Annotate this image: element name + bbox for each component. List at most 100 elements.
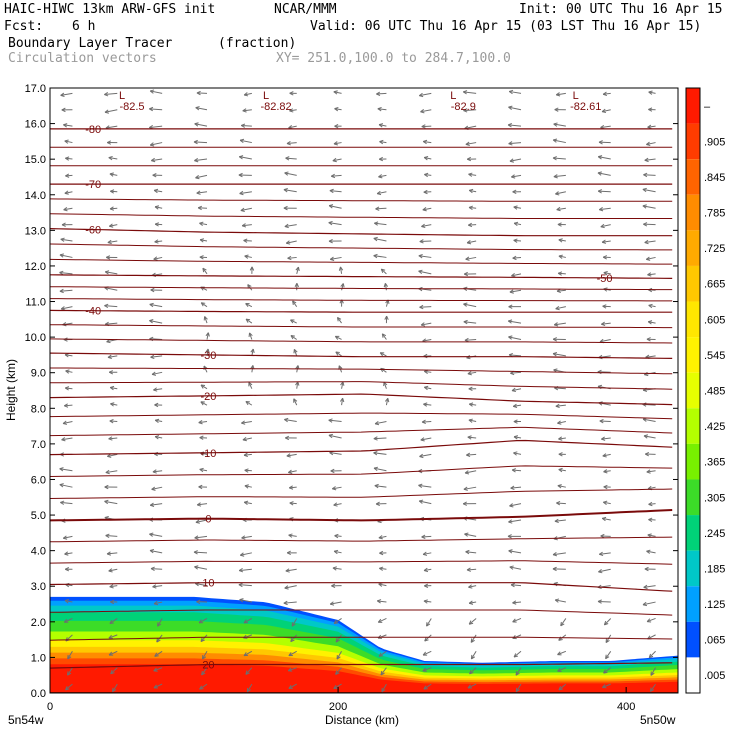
circulation-vector [286,141,297,146]
circulation-vector [378,123,387,128]
circulation-vector [109,618,118,625]
temperature-contour-minor [50,298,673,302]
circulation-vector [241,223,252,228]
circulation-vector [601,683,611,689]
circulation-vector [648,650,656,659]
circulation-vector [242,108,252,113]
fcst-value: 6 h [72,19,96,34]
circulation-vector [466,452,477,458]
circulation-vector [597,171,611,176]
circulation-vector [60,306,73,311]
circulation-vector [598,140,611,145]
colorbar-swatch [686,301,700,338]
circulation-vector [109,584,118,589]
y-tick-label: 5.0 [31,510,46,522]
circulation-vector [507,123,522,128]
circulation-vector [513,221,522,227]
circulation-vector [63,123,73,128]
circulation-vector [62,322,73,327]
circulation-vector [378,582,387,587]
circulation-vector [338,266,344,274]
low-marker: L [573,90,579,102]
circulation-vector [470,651,477,660]
circulation-vector [598,568,611,574]
circulation-vector [419,453,432,459]
colorbar-label: – [704,101,711,113]
colorbar-label: .845 [704,172,725,184]
circulation-vector [60,237,73,242]
org-label: NCAR/MMM [274,2,337,17]
circulation-vector [247,284,253,291]
colorbar-label: .185 [704,563,725,575]
circulation-vector [194,535,208,540]
circulation-vector [293,348,298,357]
circulation-vector [601,436,611,441]
circulation-vector [333,549,342,555]
circulation-vector [468,584,477,589]
circulation-vector [63,618,73,623]
circulation-vector [508,549,522,554]
circulation-vector [646,337,656,342]
circulation-vector [64,139,73,144]
circulation-vector [466,156,477,162]
circulation-vector [377,634,387,639]
circulation-vector [330,468,342,474]
colorbar-label: .665 [704,279,725,291]
circulation-vector [110,599,118,605]
circulation-vector [507,534,522,539]
circulation-vector [424,172,432,178]
circulation-vector [203,365,208,373]
colorbar-swatch [686,159,700,195]
circulation-vector [199,467,208,473]
circulation-vector [509,289,522,294]
circulation-vector [289,501,297,506]
circulation-vector [239,598,252,603]
circulation-vector [241,420,252,425]
circulation-vector [598,207,611,212]
circulation-vector [511,468,522,473]
temperature-contour-minor [50,536,673,543]
circulation-vector [286,453,297,458]
circulation-vector [468,172,477,177]
colorbar-label: .485 [704,386,725,398]
circulation-vector [603,667,612,674]
y-tick-label: 0.0 [31,688,46,700]
circulation-vector [375,206,387,211]
circulation-vector [649,683,656,692]
circulation-vector [104,270,118,275]
circulation-vector [199,255,208,260]
circulation-vector [648,517,656,522]
circulation-vector [423,385,432,391]
circulation-vector [195,519,208,524]
field-name: Boundary Layer Tracer [8,36,173,51]
circulation-vector [328,418,342,423]
colorbar-swatch [686,479,700,516]
circulation-vector [104,484,118,490]
circulation-vector [193,550,208,555]
circulation-vector [284,417,297,423]
circulation-vector [293,398,298,406]
circulation-vector [104,92,118,97]
temperature-contour-minor [50,636,673,641]
circulation-vector [108,370,118,375]
circulation-vector [645,256,656,261]
circulation-vector [105,469,118,475]
circulation-vector [109,385,118,391]
circulation-vector [508,89,522,95]
circulation-vector [462,501,477,506]
circulation-vector [200,384,208,390]
circulation-vector [295,381,300,389]
contour-label: 0 [205,514,211,526]
plot-frame [49,87,679,694]
colorbar-swatch [686,586,700,622]
circulation-vector [243,238,252,243]
circulation-vector [59,483,73,488]
low-value: -82.61 [570,101,601,113]
circulation-vector [647,320,656,325]
circulation-vector [465,256,477,261]
circulation-vector [418,499,432,505]
circulation-vector [289,485,297,490]
circulation-vector [511,387,522,393]
circulation-vector [239,190,252,196]
circulation-vector [648,303,656,309]
